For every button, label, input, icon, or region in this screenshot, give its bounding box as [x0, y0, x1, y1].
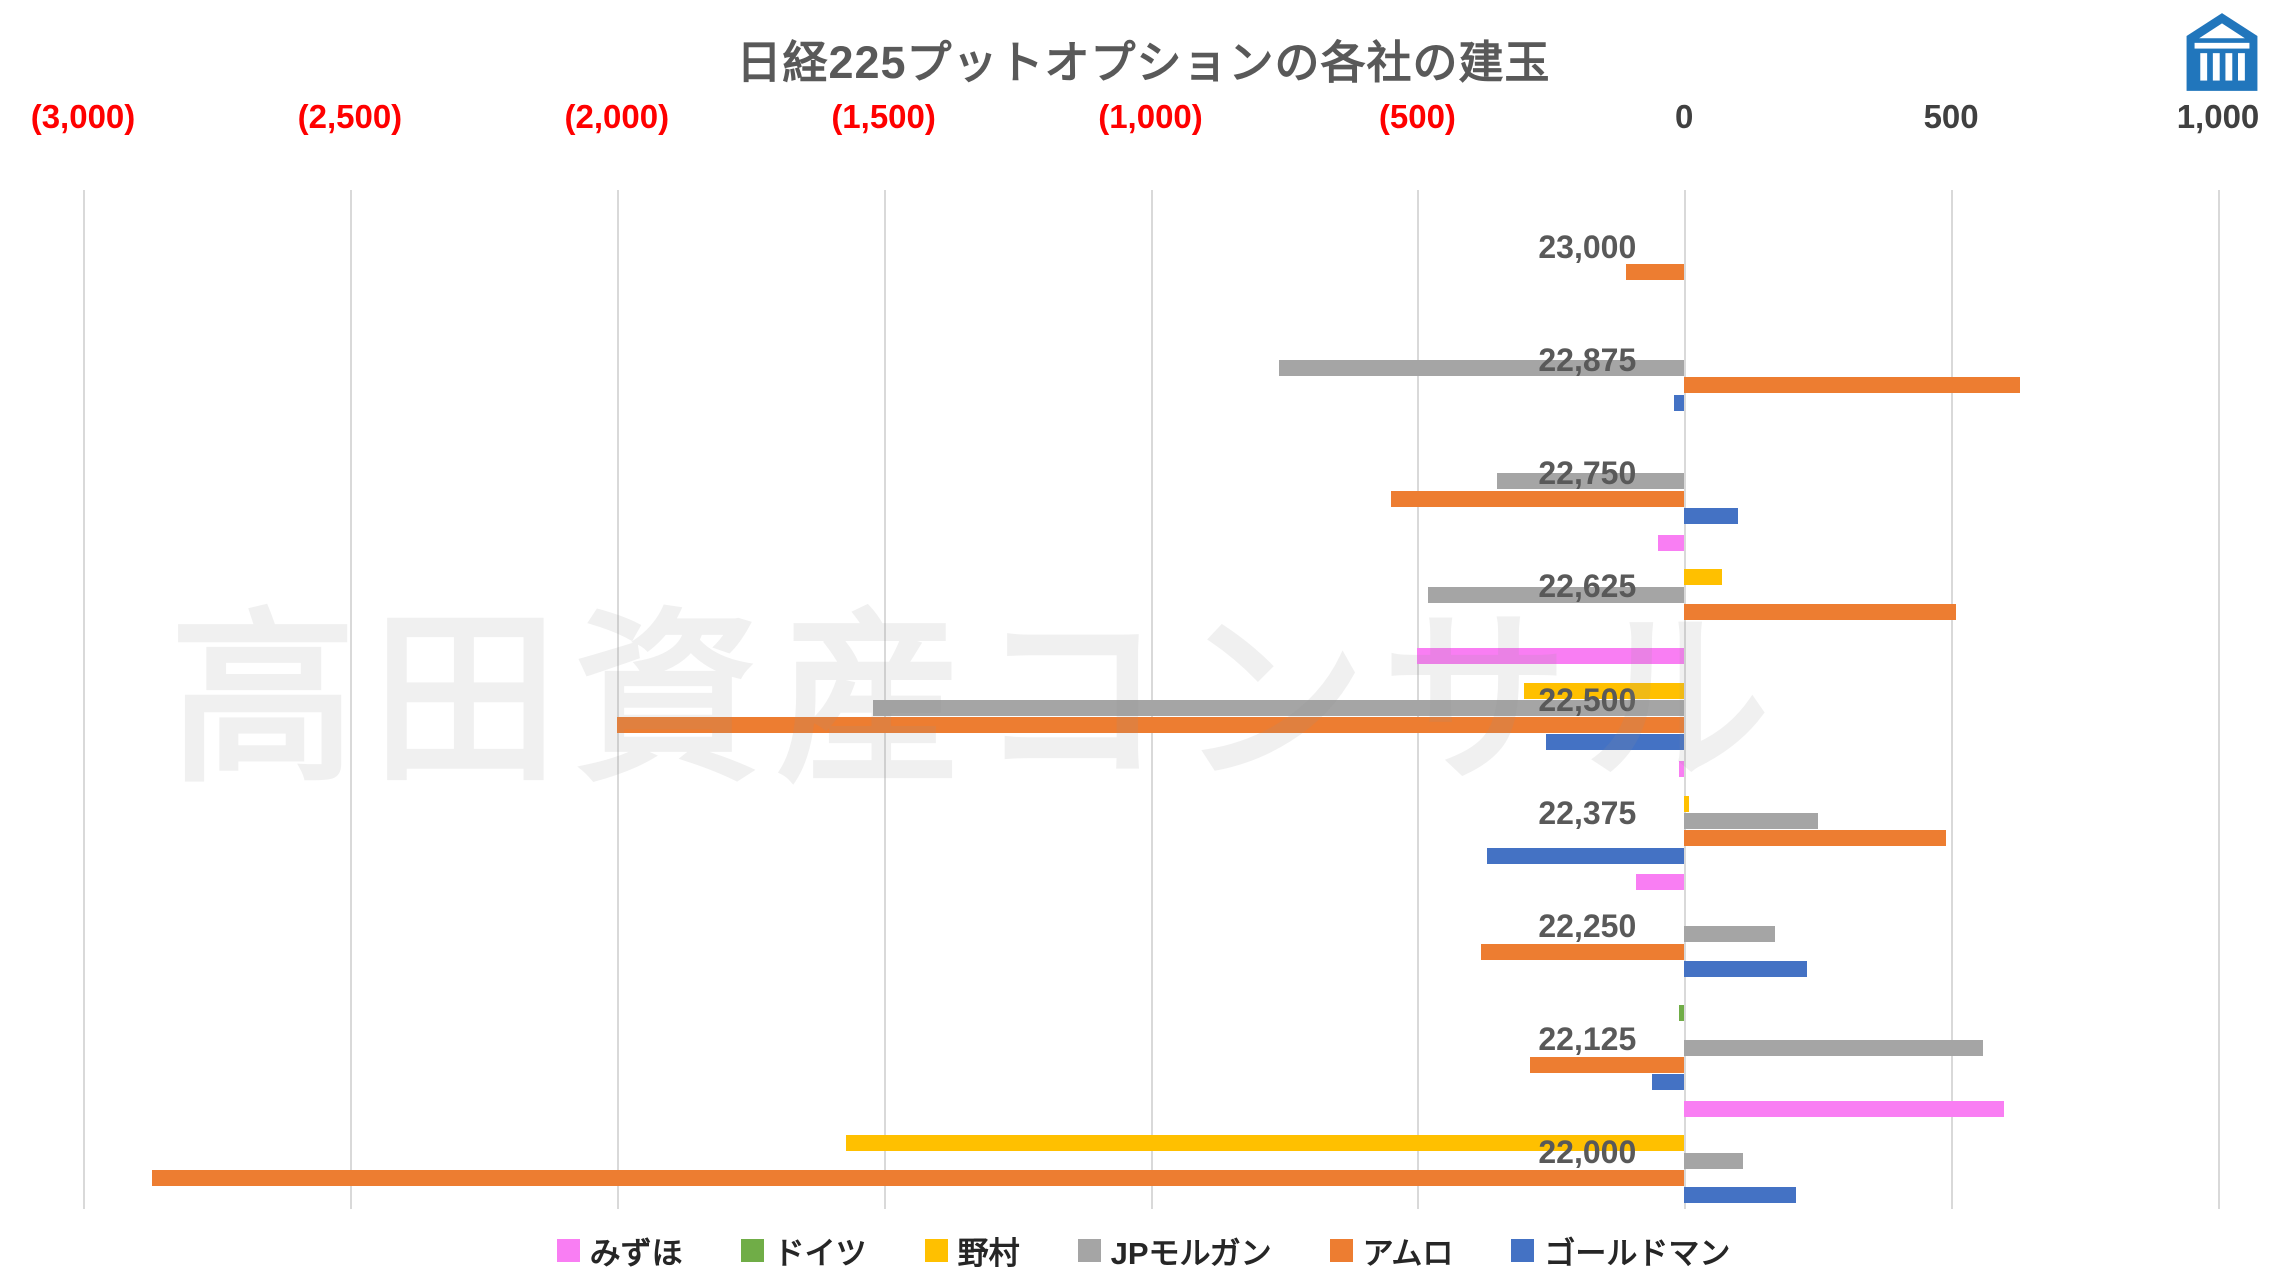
gridline	[1150, 190, 1153, 1209]
legend-swatch-icon	[1511, 1239, 1535, 1262]
bar-アムロ-23,000	[1625, 264, 1685, 281]
legend-item-アムロ: アムロ	[1329, 1228, 1454, 1273]
bar-JPモルガン-22,000	[1684, 1152, 1743, 1169]
legend-item-ドイツ: ドイツ	[740, 1228, 867, 1273]
legend-swatch-icon	[556, 1239, 580, 1262]
legend-item-ゴールドマン: ゴールドマン	[1511, 1228, 1730, 1273]
bar-JPモルガン-22,625	[1428, 586, 1685, 603]
legend-item-野村: 野村	[924, 1228, 1020, 1273]
category-label: 22,500	[1538, 681, 1637, 718]
category-label: 22,625	[1538, 568, 1637, 605]
bar-みずほ-22,625	[1657, 534, 1685, 551]
bar-アムロ-22,875	[1684, 377, 2021, 394]
legend-label: みずほ	[589, 1236, 683, 1271]
bar-ゴールドマン-22,000	[1684, 1187, 1797, 1204]
gridline	[1951, 190, 1954, 1209]
legend-swatch-icon	[740, 1239, 764, 1262]
bar-アムロ-22,125	[1529, 1056, 1685, 1073]
category-label: 22,875	[1538, 341, 1637, 378]
bar-野村-22,000	[846, 1135, 1685, 1152]
bar-ゴールドマン-22,875	[1673, 394, 1685, 411]
category-label: 22,250	[1538, 907, 1637, 944]
category-label: 22,125	[1538, 1021, 1637, 1058]
category-label: 22,375	[1538, 794, 1637, 831]
x-axis-tick: (1,500)	[831, 98, 936, 135]
legend-label: アムロ	[1362, 1236, 1454, 1271]
bar-みずほ-22,375	[1678, 761, 1685, 778]
gridline	[2218, 190, 2220, 1209]
bar-JPモルガン-22,875	[1278, 360, 1685, 377]
bar-みずほ-22,250	[1636, 874, 1685, 891]
bar-JPモルガン-22,500	[872, 699, 1685, 716]
gridline	[349, 190, 352, 1209]
takada-logo-icon	[2186, 13, 2258, 91]
legend-label: ドイツ	[773, 1236, 867, 1271]
bar-JPモルガン-22,250	[1684, 926, 1775, 943]
x-axis-tick: (3,000)	[30, 98, 136, 135]
legend-label: 野村	[957, 1236, 1020, 1271]
bar-JPモルガン-22,375	[1684, 813, 1818, 829]
bar-野村-22,500	[1524, 682, 1685, 699]
bar-みずほ-22,500	[1417, 647, 1685, 664]
bar-ゴールドマン-22,375	[1486, 847, 1685, 864]
gridline	[1417, 190, 1420, 1209]
category-label: 22,000	[1538, 1134, 1637, 1171]
legend-swatch-icon	[1329, 1239, 1353, 1262]
legend-item-みずほ: みずほ	[556, 1228, 683, 1273]
legend-label: ゴールドマン	[1544, 1236, 1731, 1271]
gridline	[1684, 190, 1687, 1209]
bar-ゴールドマン-22,250	[1684, 960, 1807, 977]
gridline	[616, 190, 619, 1209]
bar-ゴールドマン-22,500	[1545, 734, 1685, 751]
bar-アムロ-22,625	[1684, 603, 1957, 620]
gridline	[883, 190, 886, 1209]
legend-swatch-icon	[924, 1239, 948, 1262]
legend-item-JPモルガン: JPモルガン	[1077, 1228, 1272, 1273]
legend-swatch-icon	[1077, 1239, 1101, 1262]
x-axis-tick: (1,000)	[1098, 98, 1203, 135]
bar-JPモルガン-22,125	[1684, 1039, 1984, 1056]
chart-title: 日経225プットオプションの各社の建玉	[736, 37, 1551, 88]
legend-label: JPモルガン	[1110, 1236, 1272, 1271]
bar-ドイツ-22,125	[1678, 1004, 1685, 1021]
category-label: 22,750	[1538, 455, 1637, 492]
x-axis-tick: 1,000	[2176, 98, 2260, 135]
x-axis-tick: (2,000)	[564, 98, 670, 135]
bar-JPモルガン-22,750	[1497, 473, 1685, 490]
legend: みずほ ドイツ 野村 JPモルガン アムロ ゴールドマン	[0, 1228, 2287, 1273]
bar-ゴールドマン-22,125	[1652, 1074, 1685, 1091]
bar-アムロ-22,000	[152, 1170, 1685, 1186]
x-axis-tick: 0	[1675, 98, 1694, 135]
bar-みずほ-22,000	[1684, 1100, 2005, 1117]
category-label: 23,000	[1538, 228, 1637, 265]
bar-アムロ-22,500	[616, 717, 1685, 734]
bar-アムロ-22,375	[1684, 830, 1946, 847]
bar-野村-22,375	[1684, 795, 1690, 812]
x-axis-tick: 500	[1923, 98, 1979, 135]
x-axis-tick: (500)	[1378, 98, 1456, 135]
bar-ゴールドマン-22,750	[1684, 507, 1738, 524]
gridline	[83, 190, 85, 1209]
watermark: 高田資産コンサル	[170, 597, 1787, 804]
bar-野村-22,625	[1684, 569, 1722, 586]
x-axis-tick: (2,500)	[297, 98, 403, 135]
bar-アムロ-22,250	[1481, 943, 1685, 960]
bar-アムロ-22,750	[1390, 490, 1685, 507]
